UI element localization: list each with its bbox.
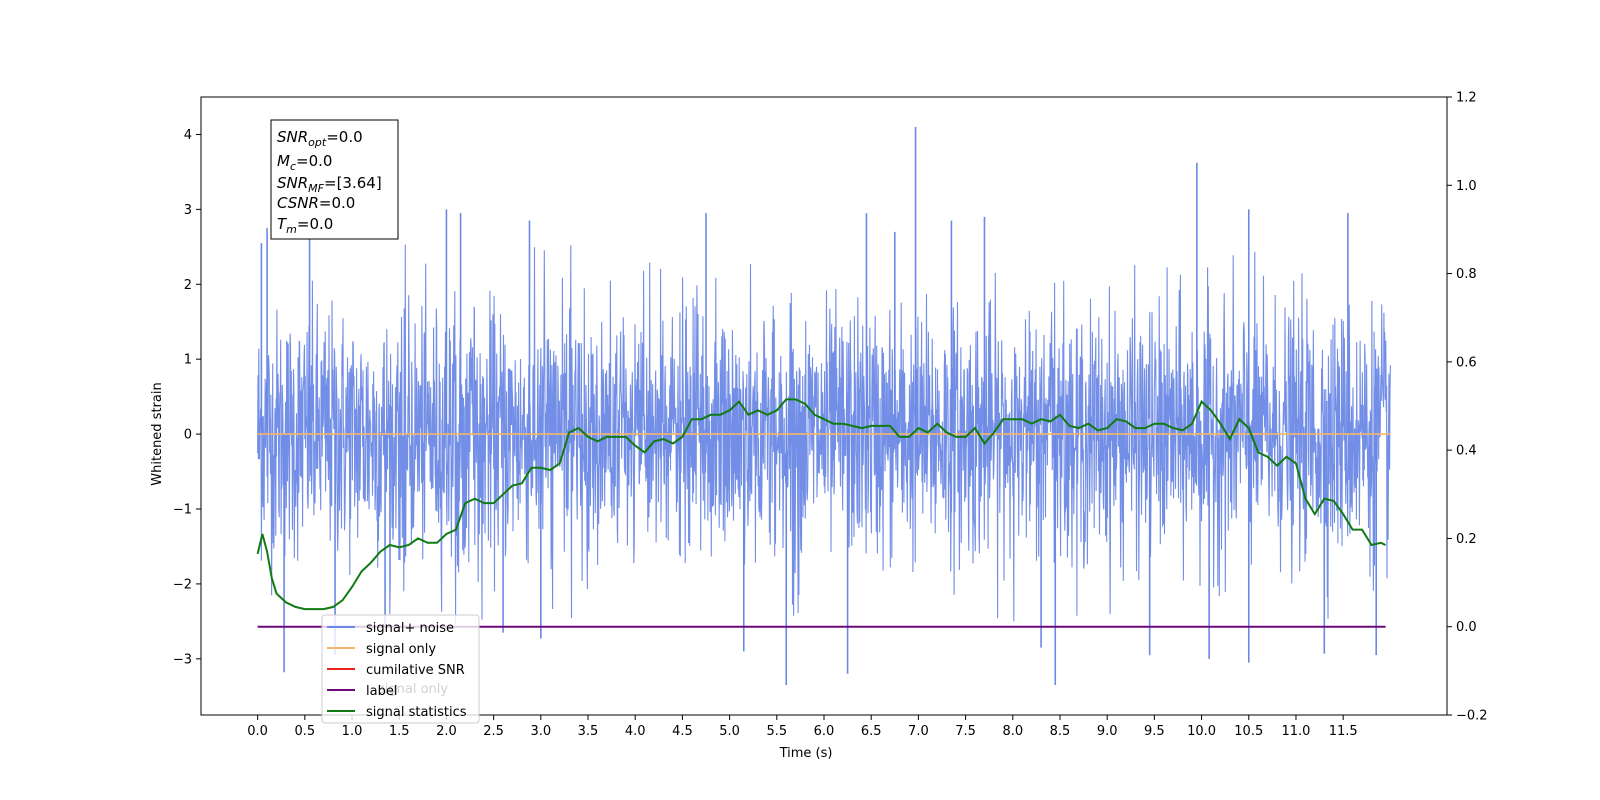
x-axis-label: Time (s) <box>779 746 833 761</box>
legend-label: signal only <box>366 642 436 657</box>
x-tick-label: 2.0 <box>436 724 457 739</box>
annotation-line: Mc=0.0 <box>277 152 332 173</box>
legend-label: cumilative SNR <box>366 663 465 678</box>
y2-tick-label: 0.6 <box>1456 355 1477 370</box>
legend-label: label <box>366 684 397 699</box>
y-tick-label: 2 <box>184 278 192 293</box>
x-tick-label: 7.0 <box>908 724 929 739</box>
annotation-line: SNRMF=[3.64] <box>277 174 382 195</box>
y-tick-label: 0 <box>184 428 192 443</box>
x-tick-label: 0.0 <box>247 724 268 739</box>
x-tick-label: 1.0 <box>342 724 363 739</box>
y-tick-label: 4 <box>184 128 192 143</box>
x-tick-label: 3.5 <box>578 724 599 739</box>
axes: 0.0 0.5 1.0 1.5 2.0 2.5 3.0 3.5 4.0 4.5 5.0 5.5 6.0 6… <box>173 91 1488 740</box>
y-tick-label: 1 <box>184 353 192 368</box>
x-tick-label: 11.5 <box>1329 724 1358 739</box>
annotation-line: Tm=0.0 <box>277 215 333 236</box>
x-tick-label: 5.5 <box>766 724 787 739</box>
annotation-frame <box>270 119 399 240</box>
x-tick-label: 2.5 <box>483 724 504 739</box>
y2-tick-label: −0.2 <box>1456 709 1488 724</box>
y2-tick-label: 1.0 <box>1456 179 1477 194</box>
y-tick-label: −3 <box>173 652 192 667</box>
y-tick-label: −2 <box>173 577 192 592</box>
annotation-line: SNRopt=0.0 <box>277 128 363 149</box>
x-tick-label: 9.5 <box>1144 724 1165 739</box>
x-tick-label: 1.5 <box>389 724 410 739</box>
x-tick-label: 7.5 <box>955 724 976 739</box>
x-tick-label: 4.5 <box>672 724 693 739</box>
x-tick-label: 8.5 <box>1050 724 1071 739</box>
signal-statistics-line <box>256 398 1387 611</box>
x-tick-label: 10.5 <box>1234 724 1263 739</box>
y-axis-label: Whitened strain <box>150 382 165 485</box>
y-tick-label: 3 <box>184 203 192 218</box>
x-tick-label: 9.0 <box>1097 724 1118 739</box>
x-tick-label: 11.0 <box>1281 724 1310 739</box>
legend-label: signal statistics <box>366 705 467 720</box>
x-tick-label: 6.0 <box>814 724 835 739</box>
y2-tick-label: 0.8 <box>1456 267 1477 282</box>
noise-series <box>257 126 1391 686</box>
x-tick-label: 0.5 <box>294 724 315 739</box>
x-tick-label: 8.0 <box>1002 724 1023 739</box>
x-tick-label: 10.0 <box>1187 724 1216 739</box>
x-tick-label: 3.0 <box>530 724 551 739</box>
y-tick-label: −1 <box>173 503 192 518</box>
y2-tick-label: 0.4 <box>1456 444 1477 459</box>
x-tick-label: 4.0 <box>625 724 646 739</box>
y2-tick-label: 0.2 <box>1456 532 1477 547</box>
signal-noise-line <box>257 244 1391 624</box>
legend-frame <box>321 614 480 724</box>
y2-tick-label: 1.2 <box>1456 91 1477 106</box>
annotation-line: CSNR=0.0 <box>277 194 355 212</box>
y2-tick-label: 0.0 <box>1456 620 1477 635</box>
x-tick-label: 6.5 <box>861 724 882 739</box>
legend-label: signal+ noise <box>366 621 454 636</box>
x-tick-label: 5.0 <box>719 724 740 739</box>
